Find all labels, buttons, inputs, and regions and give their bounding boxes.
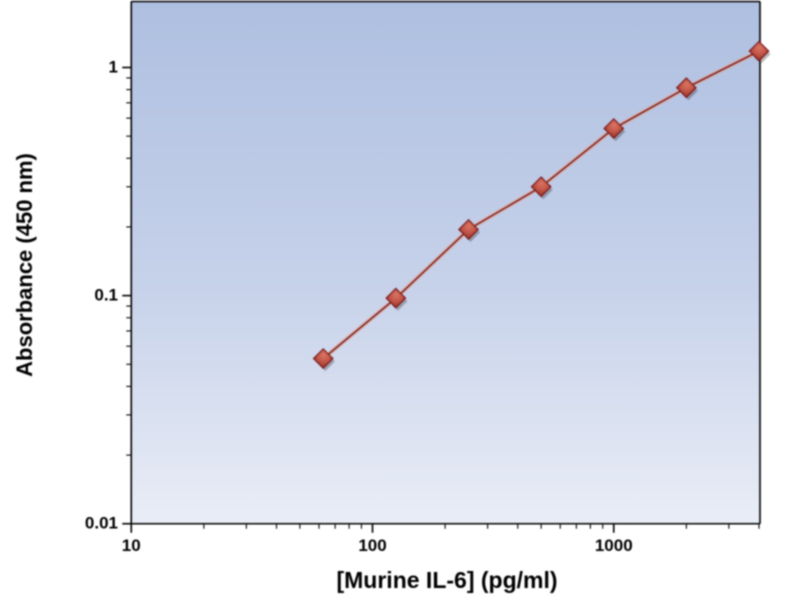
- svg-text:1: 1: [109, 58, 118, 77]
- svg-text:0.1: 0.1: [94, 286, 118, 305]
- svg-text:0.01: 0.01: [85, 514, 118, 533]
- svg-text:100: 100: [358, 536, 386, 555]
- svg-text:10: 10: [122, 536, 141, 555]
- svg-text:[Murine IL-6] (pg/ml): [Murine IL-6] (pg/ml): [336, 567, 557, 593]
- svg-text:1000: 1000: [595, 536, 633, 555]
- svg-text:Absorbance (450 nm): Absorbance (450 nm): [12, 153, 37, 377]
